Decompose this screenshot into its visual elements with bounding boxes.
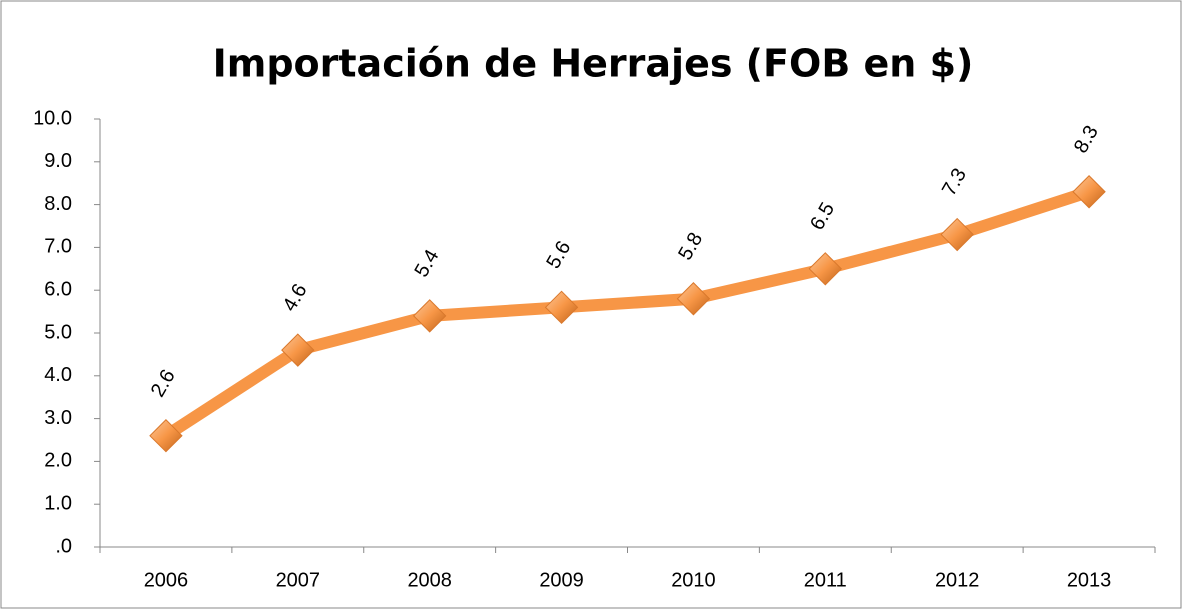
x-tick-label: 2009 bbox=[539, 569, 584, 591]
series-line bbox=[159, 185, 1096, 442]
y-tick-label: 7.0 bbox=[44, 236, 72, 258]
y-tick-label: 1.0 bbox=[44, 492, 72, 514]
marker bbox=[544, 290, 579, 325]
x-tick-label: 2010 bbox=[671, 569, 716, 591]
y-tick-label: .0 bbox=[55, 535, 72, 557]
marker bbox=[676, 282, 711, 316]
marker bbox=[1072, 175, 1106, 209]
x-tick-label: 2007 bbox=[276, 569, 321, 591]
marker bbox=[281, 333, 315, 367]
y-tick-label: 8.0 bbox=[44, 193, 72, 215]
x-tick-label: 2011 bbox=[804, 569, 847, 591]
y-tick-label: 6.0 bbox=[44, 278, 72, 300]
y-tick-label: 4.0 bbox=[44, 364, 72, 386]
y-tick-label: 5.0 bbox=[44, 321, 72, 343]
y-tick-label: 10.0 bbox=[33, 107, 72, 129]
marker bbox=[808, 252, 843, 286]
chart-title: Importación de Herrajes (FOB en $) bbox=[213, 42, 974, 86]
y-tick-label: 2.0 bbox=[44, 450, 72, 472]
x-tick-label: 2008 bbox=[407, 569, 452, 591]
marker bbox=[412, 299, 447, 333]
x-tick-label: 2012 bbox=[935, 569, 980, 591]
marker bbox=[940, 217, 974, 252]
y-tick-label: 3.0 bbox=[44, 407, 72, 429]
x-tick-label: 2013 bbox=[1067, 569, 1112, 591]
marker bbox=[149, 419, 183, 453]
y-tick-label: 9.0 bbox=[44, 150, 72, 172]
x-tick-label: 2006 bbox=[144, 569, 189, 591]
